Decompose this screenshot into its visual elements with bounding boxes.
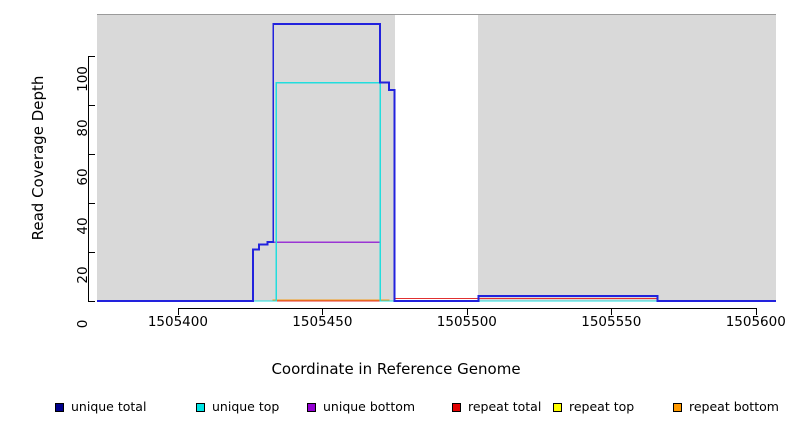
square-swatch bbox=[452, 402, 461, 412]
y-axis-tick-label: 0 bbox=[75, 319, 91, 329]
y-axis-title: Read Coverage Depth bbox=[29, 75, 47, 241]
y-axis-tick bbox=[88, 251, 95, 253]
y-axis-tick-label: 100 bbox=[75, 65, 91, 92]
square-swatch bbox=[307, 402, 316, 412]
shaded-region-repeat-left bbox=[97, 14, 395, 301]
legend-label: repeat bottom bbox=[689, 398, 779, 414]
square-swatch bbox=[55, 402, 64, 412]
x-axis-tick-label: 1505500 bbox=[436, 314, 497, 330]
y-axis-tick-label: 60 bbox=[75, 168, 91, 186]
legend-label: repeat total bbox=[468, 398, 542, 414]
legend-label: unique top bbox=[212, 398, 280, 414]
y-axis-tick-label: 80 bbox=[75, 119, 91, 137]
y-axis-line bbox=[88, 55, 89, 301]
y-axis-tick-label: 20 bbox=[75, 266, 91, 284]
legend-item-repeat-bottom[interactable]: repeat bottom bbox=[673, 398, 779, 416]
square-swatch bbox=[553, 402, 562, 412]
x-axis-line bbox=[177, 308, 756, 309]
y-axis-tick-label: 40 bbox=[75, 217, 91, 235]
chart-legend: unique total unique top unique bottom repea… bbox=[0, 398, 792, 418]
x-axis-tick bbox=[611, 308, 613, 315]
legend-item-repeat-top[interactable]: repeat top bbox=[553, 398, 634, 416]
y-axis-tick bbox=[88, 55, 95, 57]
x-axis-tick-label: 1505400 bbox=[147, 314, 208, 330]
x-axis-tick-label: 1505550 bbox=[581, 314, 642, 330]
x-axis-tick-label: 1505450 bbox=[292, 314, 353, 330]
series-line-unique-total bbox=[97, 22, 776, 302]
legend-label: unique total bbox=[71, 398, 147, 414]
y-axis-tick bbox=[88, 301, 95, 302]
x-axis-tick bbox=[755, 308, 757, 315]
legend-item-unique-total[interactable]: unique total bbox=[55, 398, 146, 416]
x-axis-tick bbox=[177, 308, 179, 315]
plot-top-rule bbox=[97, 14, 776, 15]
plot-area bbox=[97, 14, 776, 302]
series-line-unique-bottom bbox=[97, 241, 776, 302]
x-axis-tick bbox=[322, 308, 324, 315]
y-axis-tick bbox=[88, 202, 95, 204]
x-axis-tick bbox=[466, 308, 468, 315]
shaded-region-repeat-right bbox=[478, 14, 776, 301]
legend-item-unique-bottom[interactable]: unique bottom bbox=[307, 398, 415, 416]
series-layer bbox=[97, 22, 776, 302]
square-swatch bbox=[673, 402, 682, 412]
x-axis-tick-label: 1505600 bbox=[725, 314, 786, 330]
legend-label: unique bottom bbox=[323, 398, 416, 414]
x-axis-title: Coordinate in Reference Genome bbox=[271, 360, 521, 378]
y-axis-tick bbox=[88, 104, 95, 106]
legend-item-repeat-total[interactable]: repeat total bbox=[452, 398, 541, 416]
legend-item-unique-top[interactable]: unique top bbox=[196, 398, 279, 416]
series-line-unique-top bbox=[97, 82, 776, 302]
y-axis-tick bbox=[88, 153, 95, 155]
legend-label: repeat top bbox=[569, 398, 635, 414]
square-swatch bbox=[196, 402, 205, 412]
